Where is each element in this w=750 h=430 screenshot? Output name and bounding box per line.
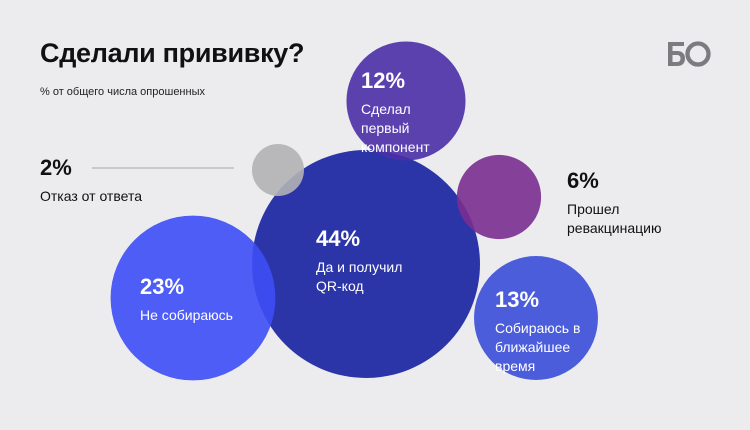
value-label: 13%: [495, 287, 540, 312]
category-label: Отказ от ответа: [40, 188, 142, 204]
category-label: Собираюсь в ближайшее время: [495, 320, 581, 374]
bubble-first-component: [346, 41, 466, 161]
bubble-qr-code: [252, 150, 480, 378]
bubble-not-planning: [110, 215, 276, 381]
bubble-planning-soon: [474, 256, 598, 380]
label-revaccination: 6% Прошел ревакцинацию: [567, 168, 662, 238]
value-label: 12%: [361, 68, 406, 93]
bo-logo-icon: [668, 41, 711, 67]
label-not-planning: 23% Не собираюсь: [140, 274, 233, 325]
chart-title: Сделали прививку?: [40, 38, 305, 68]
category-label: Не собираюсь: [140, 307, 233, 323]
value-label: 6%: [567, 168, 599, 193]
category-label: Сделал первый компонент: [361, 101, 430, 155]
label-qr: 44% Да и получил QR-код: [316, 226, 426, 296]
value-label: 23%: [140, 274, 185, 299]
chart-subtitle: % от общего числа опрошенных: [40, 86, 205, 98]
value-label: 44%: [316, 226, 361, 251]
bubble-revaccination: [456, 154, 542, 240]
bo-logo: [665, 39, 711, 74]
label-first-component: 12% Сделал первый компонент: [361, 68, 451, 157]
bubble-no-answer: [252, 144, 304, 196]
label-planning-soon: 13% Собираюсь в ближайшее время: [495, 287, 603, 376]
category-label: Прошел ревакцинацию: [567, 201, 662, 236]
category-label: Да и получил QR-код: [316, 259, 403, 294]
label-no-answer: 2% Отказ от ответа: [40, 155, 142, 206]
value-label: 2%: [40, 155, 72, 180]
